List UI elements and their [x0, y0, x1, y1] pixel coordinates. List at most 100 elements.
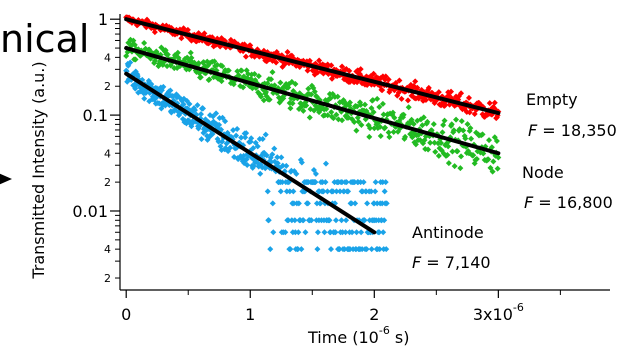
x-axis-title-base: Time (10 [307, 328, 379, 347]
data-point [345, 188, 352, 195]
data-point [341, 188, 348, 195]
data-point [248, 135, 255, 142]
data-point [308, 217, 315, 224]
data-point [480, 150, 487, 157]
data-point [346, 67, 353, 74]
data-point [383, 246, 390, 253]
data-point [227, 144, 234, 151]
data-point [371, 125, 378, 132]
data-point [339, 229, 346, 236]
series-labels: Empty F = 18,350 Node F = 16,800 Antinode F =… [412, 90, 617, 272]
data-point [328, 109, 335, 116]
data-point [488, 144, 495, 151]
data-point [473, 155, 480, 162]
data-point [210, 113, 217, 120]
data-point [197, 111, 204, 118]
data-point [312, 170, 319, 177]
data-point [383, 200, 390, 207]
data-point [422, 97, 429, 104]
overlay-title-fragment: nical [0, 17, 89, 61]
data-point [374, 200, 381, 207]
data-point [277, 188, 284, 195]
pointer-arrow-icon [0, 173, 12, 185]
data-point [295, 200, 302, 207]
data-point [453, 116, 460, 123]
data-point [465, 94, 472, 101]
data-point [444, 151, 451, 158]
data-point [351, 179, 358, 186]
data-point [437, 139, 444, 146]
data-point [376, 229, 383, 236]
data-point [348, 200, 355, 207]
data-point [269, 200, 276, 207]
data-point [357, 101, 364, 108]
data-point [361, 101, 368, 108]
data-point [251, 53, 258, 60]
data-point [280, 95, 287, 102]
data-point [450, 127, 457, 134]
data-point [283, 162, 290, 169]
data-point [201, 30, 208, 37]
data-point [308, 91, 315, 98]
data-point [339, 179, 346, 186]
x-tick-label: 3x10-6 [473, 301, 524, 324]
data-point [127, 59, 134, 66]
data-point [372, 179, 379, 186]
data-point [164, 63, 171, 70]
data-point [396, 77, 403, 84]
data-point [142, 90, 149, 97]
y-tick-label: 0.1 [83, 106, 108, 125]
data-point [346, 99, 353, 106]
data-point [184, 26, 191, 33]
fit-line-antinode [124, 71, 377, 235]
data-point [382, 179, 389, 186]
data-point [263, 152, 270, 159]
data-point [330, 188, 337, 195]
x-axis-title-unit: s) [390, 328, 410, 347]
data-point [191, 107, 198, 114]
y-minor-tick-label: 2 [104, 80, 111, 93]
data-point [287, 105, 294, 112]
data-point [380, 229, 387, 236]
data-point [333, 111, 340, 118]
data-point [379, 87, 386, 94]
finesse-value: = 16,800 [533, 193, 613, 212]
plot-area [123, 14, 502, 253]
data-point [271, 82, 278, 89]
data-point [368, 246, 375, 253]
data-point [355, 118, 362, 125]
data-point [414, 84, 421, 91]
data-point [495, 154, 502, 161]
data-point [435, 89, 442, 96]
data-point [304, 200, 311, 207]
data-point [405, 104, 412, 111]
data-point [319, 179, 326, 186]
data-point [439, 129, 446, 136]
finesse-label-node: F = 16,800 [524, 193, 613, 212]
data-point [283, 188, 290, 195]
data-point [300, 217, 307, 224]
finesse-symbol: F [412, 253, 422, 272]
data-point [167, 87, 174, 94]
data-point [252, 85, 259, 92]
data-point [371, 200, 378, 207]
data-point [377, 133, 384, 140]
data-point [327, 246, 334, 253]
data-point [448, 88, 455, 95]
data-point [322, 179, 329, 186]
data-point [448, 121, 455, 128]
data-point [353, 127, 360, 134]
data-point [314, 246, 321, 253]
finesse-symbol: F [524, 193, 534, 212]
data-point [494, 165, 501, 172]
data-point [188, 54, 195, 61]
data-point [427, 139, 434, 146]
finesse-label-antinode: F = 7,140 [412, 253, 491, 272]
data-point [464, 121, 471, 128]
data-point [424, 118, 431, 125]
data-point [332, 229, 339, 236]
data-point [132, 56, 139, 63]
data-point [441, 117, 448, 124]
data-point [266, 96, 273, 103]
